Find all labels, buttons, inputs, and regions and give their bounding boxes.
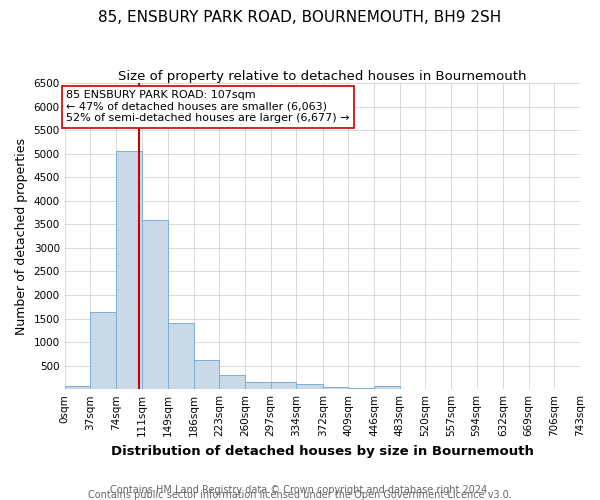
- Bar: [116, 151, 142, 389]
- X-axis label: Distribution of detached houses by size in Bournemouth: Distribution of detached houses by size …: [111, 444, 534, 458]
- Bar: [323, 386, 349, 389]
- Text: Contains HM Land Registry data © Crown copyright and database right 2024.: Contains HM Land Registry data © Crown c…: [110, 485, 490, 495]
- Bar: [91, 312, 116, 389]
- Bar: [245, 382, 271, 389]
- Bar: [65, 386, 91, 389]
- Bar: [194, 360, 220, 389]
- Text: Contains public sector information licensed under the Open Government Licence v3: Contains public sector information licen…: [88, 490, 512, 500]
- Bar: [142, 220, 168, 389]
- Text: 85 ENSBURY PARK ROAD: 107sqm
← 47% of detached houses are smaller (6,063)
52% of: 85 ENSBURY PARK ROAD: 107sqm ← 47% of de…: [66, 90, 350, 124]
- Bar: [296, 384, 323, 389]
- Title: Size of property relative to detached houses in Bournemouth: Size of property relative to detached ho…: [118, 70, 527, 83]
- Bar: [271, 382, 296, 389]
- Bar: [349, 388, 374, 389]
- Text: 85, ENSBURY PARK ROAD, BOURNEMOUTH, BH9 2SH: 85, ENSBURY PARK ROAD, BOURNEMOUTH, BH9 …: [98, 10, 502, 25]
- Y-axis label: Number of detached properties: Number of detached properties: [15, 138, 28, 334]
- Bar: [168, 323, 194, 389]
- Bar: [374, 386, 400, 389]
- Bar: [220, 375, 245, 389]
